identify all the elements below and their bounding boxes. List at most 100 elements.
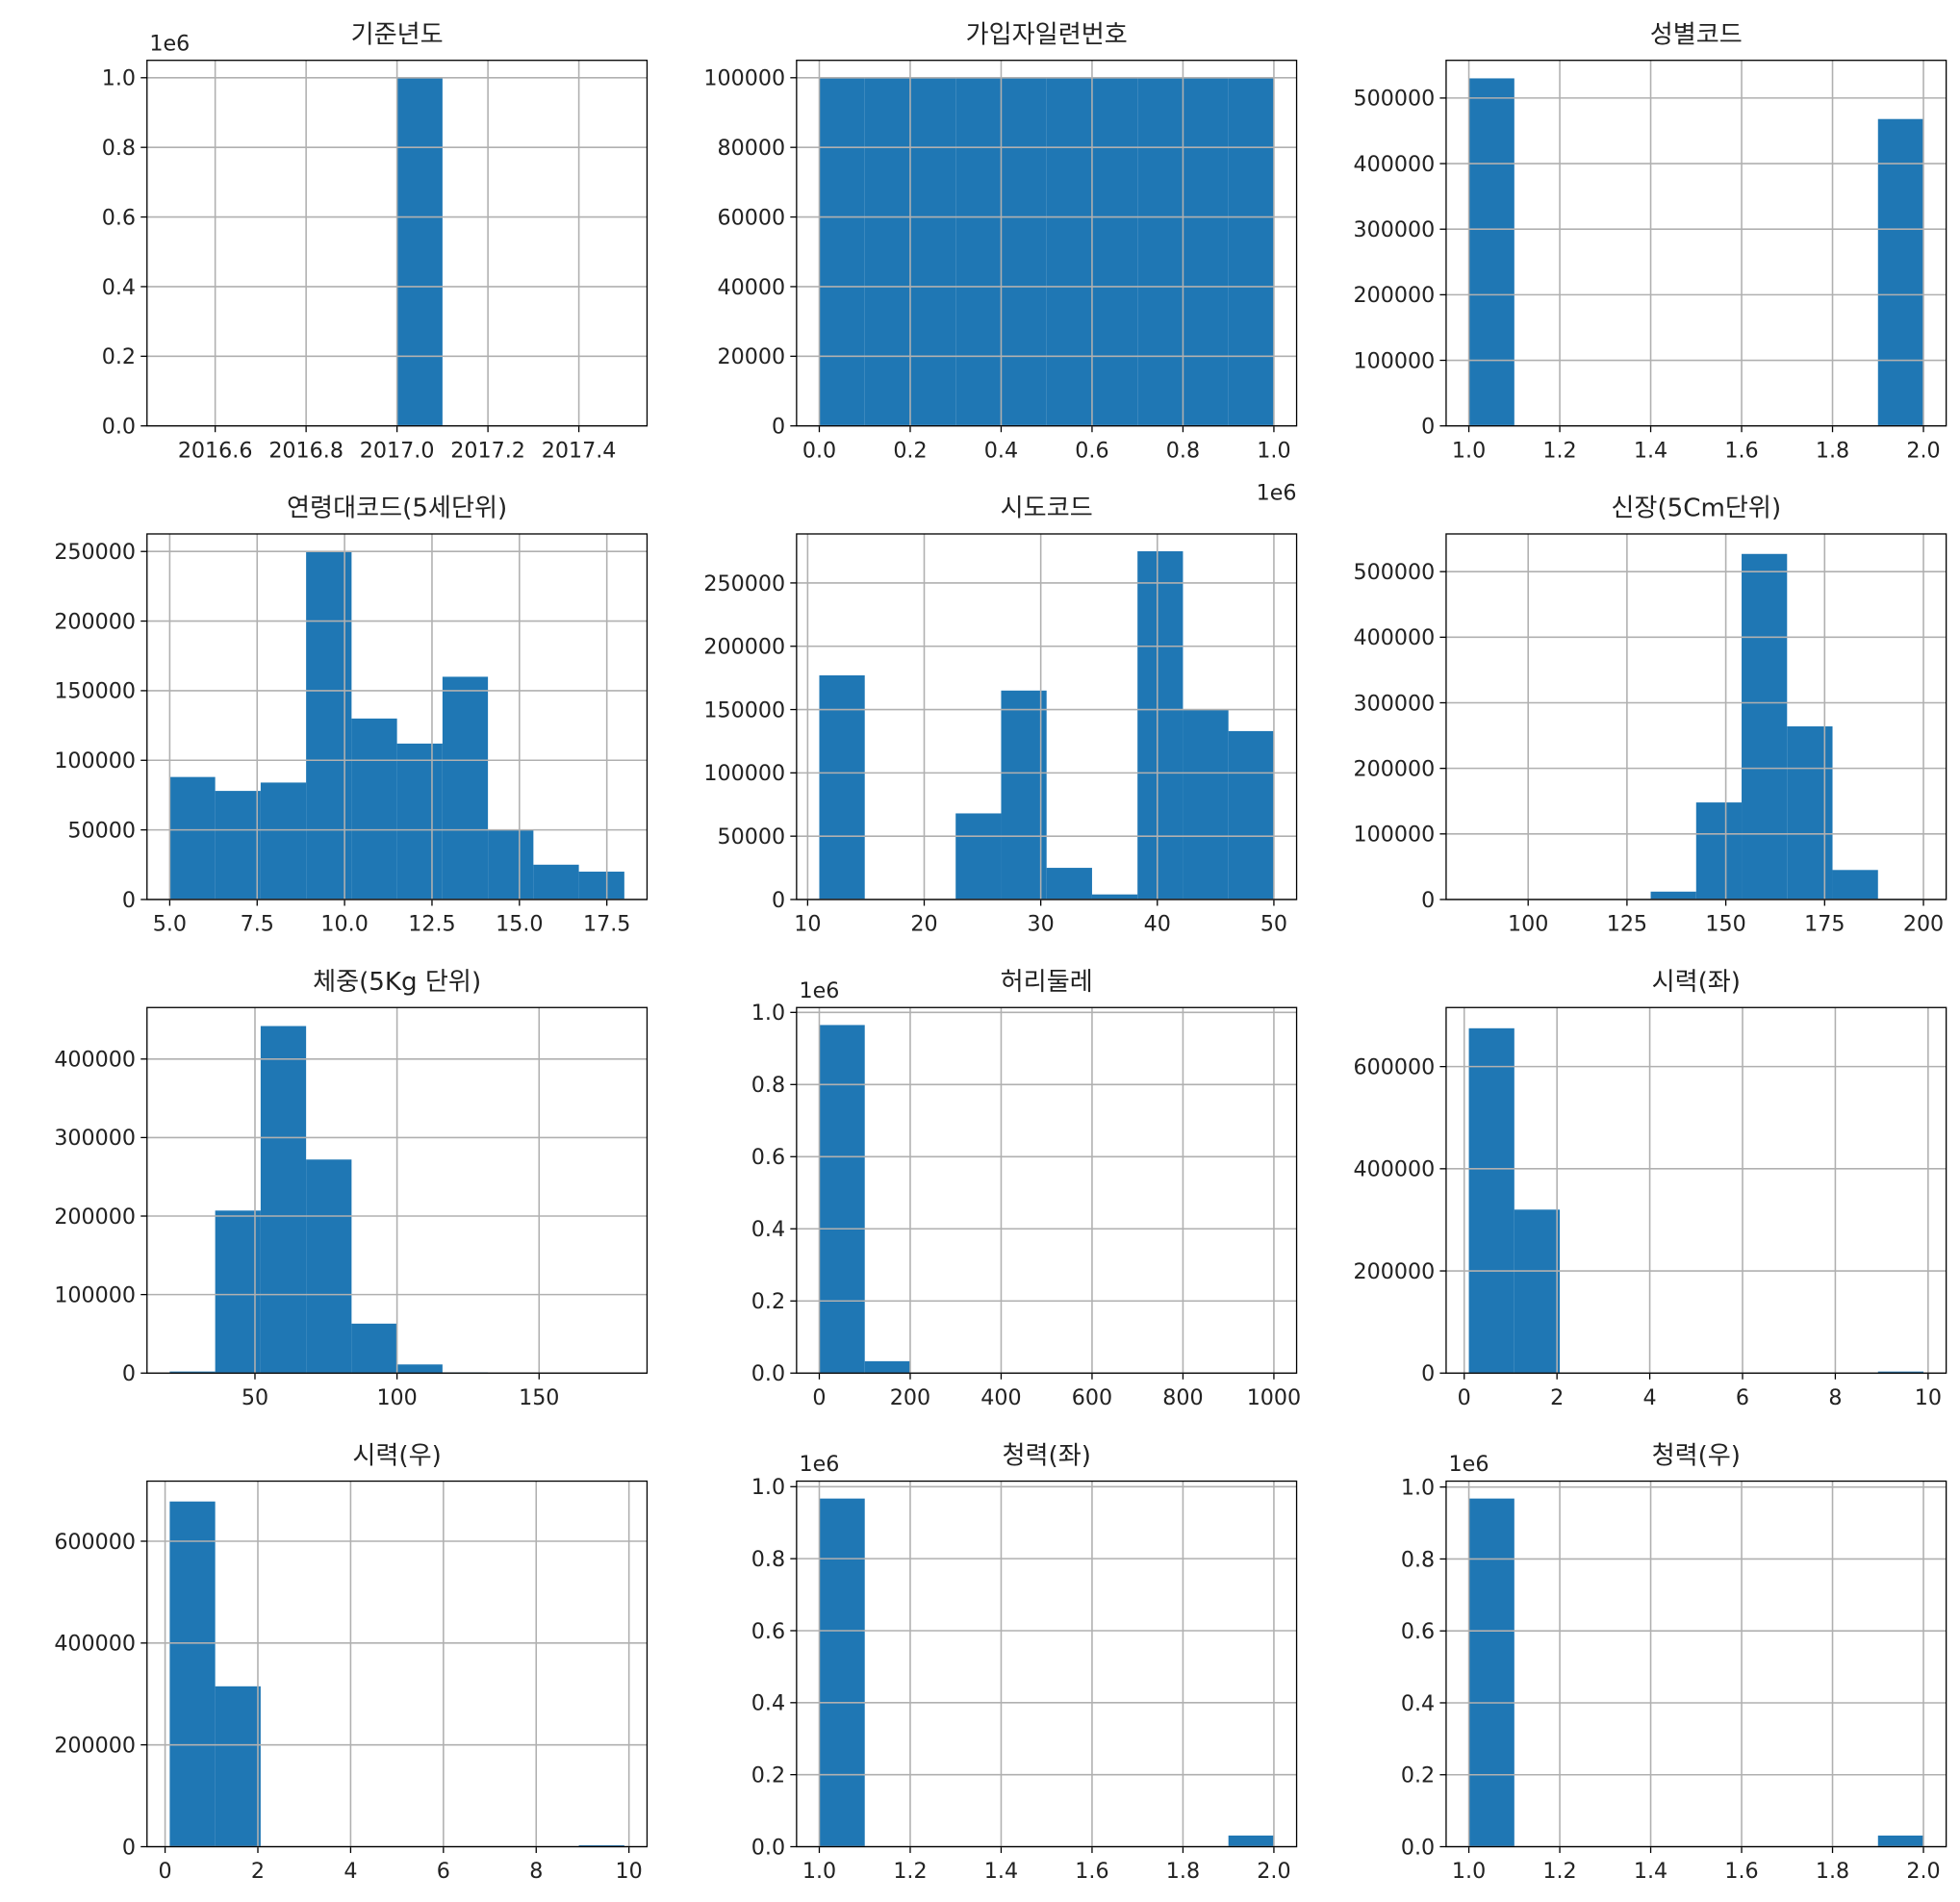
x-tick-label: 2.0	[1257, 1859, 1290, 1884]
x-tick-label: 2.0	[1906, 1859, 1940, 1884]
bar	[1228, 77, 1274, 426]
x-tick-label: 1.2	[1542, 438, 1576, 463]
y-tick-label: 0.4	[1401, 1691, 1435, 1716]
chart-title: 성별코드	[1650, 20, 1743, 49]
bar	[1091, 77, 1138, 426]
bar	[864, 77, 910, 426]
y-tick-label: 500000	[1353, 87, 1435, 112]
y-tick-label: 0.8	[751, 1547, 785, 1572]
x-tick-label: 10	[1915, 1385, 1942, 1410]
bar	[1183, 77, 1229, 426]
bar	[1877, 1371, 1924, 1374]
x-tick-label: 8	[1828, 1385, 1842, 1410]
y-tick-label: 50000	[718, 824, 786, 850]
chart-title: 청력(우)	[1652, 1441, 1741, 1470]
bar	[533, 864, 579, 900]
y-tick-label: 0.4	[102, 275, 136, 300]
bar	[1468, 78, 1515, 426]
bar	[819, 1025, 865, 1374]
bar	[169, 1371, 216, 1374]
y-tick-label: 0	[122, 1361, 136, 1386]
y-tick-label: 250000	[54, 540, 136, 565]
y-tick-label: 200000	[54, 1205, 136, 1230]
y-tick-label: 1.0	[1401, 1476, 1435, 1501]
chart-title: 시도코드	[1001, 495, 1093, 523]
axes-frame	[1445, 60, 1947, 427]
bar	[351, 718, 397, 900]
x-tick-label: 1.6	[1724, 438, 1758, 463]
y-tick-label: 0.2	[751, 1289, 785, 1314]
x-tick-label: 1.6	[1075, 1859, 1108, 1884]
x-tick-label: 0.6	[1075, 438, 1108, 463]
x-tick-label: 1.0	[1257, 438, 1290, 463]
y-tick-label: 0	[772, 415, 785, 440]
y-tick-label: 200000	[54, 1734, 136, 1759]
y-tick-label: 400000	[54, 1048, 136, 1073]
bar	[819, 675, 865, 900]
y-tick-label: 150000	[54, 679, 136, 704]
x-tick-label: 6	[437, 1859, 450, 1884]
x-tick-label: 0	[812, 1385, 826, 1410]
bar	[1046, 868, 1092, 900]
x-tick-label: 100	[376, 1385, 417, 1410]
x-tick-label: 6	[1736, 1385, 1749, 1410]
bar	[215, 1210, 261, 1374]
x-tick-label: 100	[1508, 912, 1548, 937]
chart-title: 체중(5Kg 단위)	[313, 968, 481, 997]
y-tick-label: 0.4	[751, 1691, 785, 1716]
x-tick-label: 125	[1607, 912, 1647, 937]
chart-title: 시력(좌)	[1652, 968, 1741, 997]
bar	[1046, 77, 1092, 426]
bar	[864, 1360, 910, 1374]
y-tick-label: 400000	[1353, 152, 1435, 177]
y-tick-label: 60000	[718, 205, 786, 230]
y-tick-label: 50000	[67, 818, 136, 843]
y-offset-label: 1e6	[799, 1452, 839, 1477]
x-tick-label: 4	[1643, 1385, 1657, 1410]
bar	[396, 1364, 443, 1374]
y-tick-label: 150000	[703, 697, 785, 723]
bar	[260, 782, 307, 900]
y-tick-label: 0.0	[102, 415, 136, 440]
chart-title: 허리둘레	[1001, 968, 1093, 997]
bar	[1514, 1209, 1561, 1374]
x-tick-label: 0.2	[893, 438, 927, 463]
y-tick-label: 300000	[1353, 691, 1435, 716]
chart-title: 가입자일련번호	[966, 20, 1128, 49]
y-tick-label: 100000	[703, 761, 785, 786]
axes-frame	[1445, 1006, 1947, 1374]
axes-frame	[796, 1006, 1298, 1374]
x-tick-label: 150	[1705, 912, 1745, 937]
bar	[1137, 77, 1184, 426]
y-tick-label: 1.0	[102, 66, 136, 91]
y-tick-label: 80000	[718, 136, 786, 161]
bar	[1877, 118, 1924, 426]
y-tick-label: 0.6	[751, 1145, 785, 1170]
axes-frame	[796, 60, 1298, 427]
y-tick-label: 0	[772, 888, 785, 913]
x-tick-label: 1.2	[1542, 1859, 1576, 1884]
x-tick-label: 2.0	[1906, 438, 1940, 463]
bar	[1468, 1498, 1515, 1847]
y-tick-label: 0.8	[102, 136, 136, 161]
y-offset-label: 1e6	[149, 31, 190, 56]
y-tick-label: 40000	[718, 275, 786, 300]
bar	[819, 1498, 865, 1847]
x-tick-label: 10	[616, 1859, 643, 1884]
y-offset-label: 1e6	[799, 978, 839, 1003]
x-tick-label: 2	[251, 1859, 265, 1884]
y-tick-label: 0	[122, 1835, 136, 1860]
bar	[1228, 1835, 1274, 1847]
y-tick-label: 600000	[54, 1530, 136, 1555]
x-tick-label: 600	[1072, 1385, 1112, 1410]
y-tick-label: 1.0	[751, 1001, 785, 1026]
bar	[396, 77, 443, 426]
bar	[169, 776, 216, 900]
y-tick-label: 0	[122, 888, 136, 913]
x-tick-label: 2016.8	[268, 438, 344, 463]
x-tick-label: 1.4	[1634, 1859, 1667, 1884]
x-tick-label: 2017.2	[450, 438, 525, 463]
x-tick-label: 15.0	[496, 912, 543, 937]
bar	[1001, 77, 1047, 426]
